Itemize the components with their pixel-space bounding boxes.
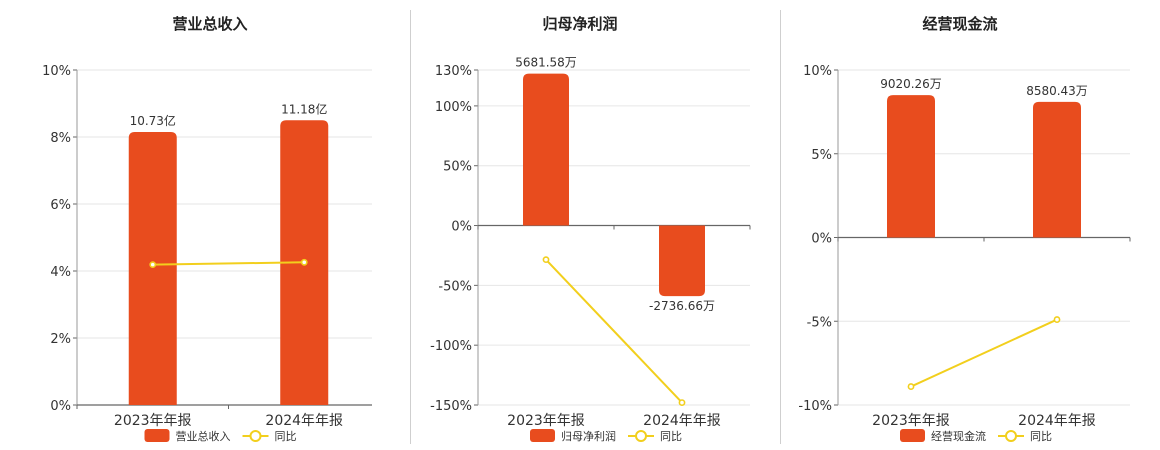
x-category-label: 2024年年报 xyxy=(1018,413,1096,429)
bar-1 xyxy=(887,95,935,238)
cashflow-chart: 经营现金流 10% 5% 0% -5% -10% 9020.26万 8580.43万 2023年… xyxy=(798,15,1131,443)
y-tick-label: -150% xyxy=(430,399,472,414)
yoy-point-1 xyxy=(149,261,157,269)
y-tick-label: 6% xyxy=(50,198,71,213)
yoy-point-1 xyxy=(542,256,550,264)
yoy-point-2 xyxy=(678,399,686,407)
y-tick-label: 0% xyxy=(811,232,832,247)
y-tick-label: -50% xyxy=(438,279,472,294)
bar-1 xyxy=(128,131,177,405)
bar-data-label: 5681.58万 xyxy=(515,56,577,70)
y-tick-label: -5% xyxy=(807,315,832,330)
y-tick-label: 0% xyxy=(50,399,71,414)
legend-bar-label[interactable]: 经营现金流 xyxy=(931,429,986,443)
chart-title: 经营现金流 xyxy=(922,15,997,33)
bar-data-label: -2736.66万 xyxy=(649,299,715,313)
net-profit-chart: 归母净利润 130% 100% 50% 0% -50% -100% -150% 5681.58万… xyxy=(430,15,751,443)
x-category-label: 2023年年报 xyxy=(507,413,585,429)
yoy-line xyxy=(910,318,1058,388)
y-tick-label: -10% xyxy=(798,399,832,414)
yoy-point-2 xyxy=(300,258,308,266)
chart-title: 营业总收入 xyxy=(172,15,247,33)
y-tick-label: 5% xyxy=(811,148,832,163)
bar-2 xyxy=(659,225,705,297)
panel-divider-2 xyxy=(780,10,781,444)
bar-2 xyxy=(1033,101,1081,238)
y-tick-label: 10% xyxy=(42,64,71,79)
panel-revenue: 营业总收入 10% 8% 6% 4% 2% 0% 10.73亿 11.18亿 2023年年报 202… xyxy=(0,0,372,450)
legend-bar-label[interactable]: 营业总收入 xyxy=(176,429,231,443)
yoy-point-1 xyxy=(907,383,915,390)
y-tick-label: 10% xyxy=(803,64,832,79)
legend-line-label[interactable]: 同比 xyxy=(660,430,682,443)
bar-1 xyxy=(523,73,569,226)
panel-net-profit: 归母净利润 130% 100% 50% 0% -50% -100% -150% 5681.58万… xyxy=(372,0,751,450)
legend-bar-swatch[interactable] xyxy=(144,429,170,442)
y-tick-label: 4% xyxy=(50,265,71,280)
yoy-line xyxy=(545,258,683,404)
legend-line-label[interactable]: 同比 xyxy=(275,430,297,443)
revenue-chart: 营业总收入 10% 8% 6% 4% 2% 0% 10.73亿 11.18亿 2023年年报 202… xyxy=(42,15,372,443)
bar-data-label: 11.18亿 xyxy=(281,101,327,116)
y-tick-label: 100% xyxy=(435,100,472,115)
panel-cashflow: 经营现金流 10% 5% 0% -5% -10% 9020.26万 8580.43万 2023年… xyxy=(770,0,1142,450)
x-category-label: 2024年年报 xyxy=(265,413,343,429)
y-tick-label: 50% xyxy=(443,160,472,175)
legend-line-marker xyxy=(249,430,262,442)
legend-line-marker xyxy=(635,430,647,442)
legend-bar-label[interactable]: 归母净利润 xyxy=(561,429,616,443)
legend-bar-swatch[interactable] xyxy=(530,429,555,442)
bar-data-label: 8580.43万 xyxy=(1026,84,1088,98)
x-category-label: 2023年年报 xyxy=(872,413,950,429)
panel-divider-1 xyxy=(410,10,411,444)
x-category-label: 2023年年报 xyxy=(114,413,192,429)
bar-data-label: 10.73亿 xyxy=(130,113,176,128)
y-tick-label: 0% xyxy=(451,220,472,235)
legend-line-label[interactable]: 同比 xyxy=(1030,430,1052,443)
bar-data-label: 9020.26万 xyxy=(880,77,942,91)
x-category-label: 2024年年报 xyxy=(643,413,721,429)
legend-bar-swatch[interactable] xyxy=(900,429,925,442)
y-tick-label: 8% xyxy=(50,131,71,146)
yoy-line xyxy=(152,261,305,266)
yoy-point-2 xyxy=(1053,316,1061,323)
y-tick-label: 130% xyxy=(435,64,472,79)
chart-title: 归母净利润 xyxy=(542,15,617,33)
legend-line-marker xyxy=(1005,430,1017,442)
y-tick-label: 2% xyxy=(50,332,71,347)
y-tick-label: -100% xyxy=(430,339,472,354)
